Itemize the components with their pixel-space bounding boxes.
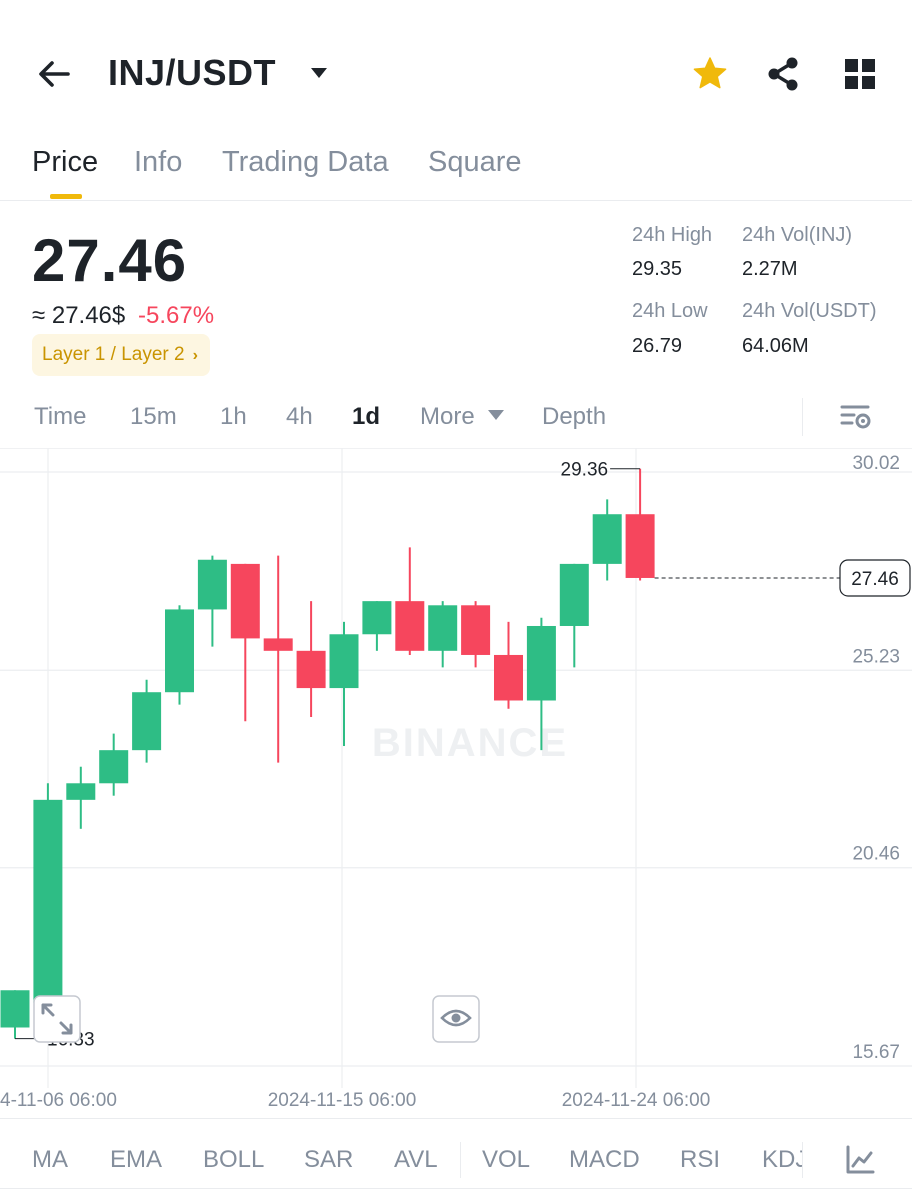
y-axis-tick-label: 15.67: [852, 1042, 900, 1063]
interval-more[interactable]: More: [420, 403, 505, 431]
eye-icon: [440, 1009, 472, 1027]
indicator-sar[interactable]: SAR: [304, 1146, 354, 1173]
divider: [0, 1188, 912, 1189]
back-arrow-icon: [39, 61, 70, 87]
candle-up[interactable]: [329, 634, 359, 689]
vol-base-24h-label: 24h Vol(INJ): [742, 224, 853, 246]
fullscreen-button[interactable]: [33, 995, 81, 1043]
last-price: 27.46: [32, 227, 188, 294]
vol-quote-24h-label: 24h Vol(USDT): [742, 300, 877, 322]
candle-up[interactable]: [165, 609, 194, 693]
candle-up[interactable]: [592, 514, 622, 564]
grid-icon[interactable]: [840, 54, 880, 94]
candle-down[interactable]: [296, 650, 326, 689]
candle-up[interactable]: [197, 559, 227, 610]
price-change-percent: -5.67%: [138, 302, 215, 329]
low-24h-value: 26.79: [632, 335, 683, 357]
interval-depth[interactable]: Depth: [542, 403, 607, 430]
candle-up[interactable]: [66, 783, 96, 800]
candle-up[interactable]: [33, 799, 63, 1003]
caret-down-icon: [488, 410, 505, 420]
pair-title[interactable]: INJ/USDT: [108, 52, 277, 93]
tab-price[interactable]: Price: [32, 146, 99, 178]
x-axis-tick-label: 4-11-06 06:00: [0, 1090, 117, 1111]
high-24h-value: 29.35: [632, 258, 683, 280]
interval-time[interactable]: Time: [34, 403, 87, 430]
candle-up[interactable]: [428, 605, 458, 651]
indicator-kdj[interactable]: KDJ: [762, 1146, 802, 1173]
visibility-toggle-button[interactable]: [432, 995, 480, 1043]
chevron-right-icon: ›: [192, 347, 198, 364]
x-axis-tick-label: 2024-11-24 06:00: [562, 1090, 711, 1111]
tab-square[interactable]: Square: [428, 146, 522, 178]
indicator-chart-icon[interactable]: [842, 1142, 878, 1178]
chart-settings-icon[interactable]: [838, 400, 876, 434]
indicator-avl[interactable]: AVL: [394, 1146, 438, 1173]
category-tag[interactable]: Layer 1 / Layer 2 ›: [32, 334, 210, 376]
interval-15m[interactable]: 15m: [130, 403, 177, 430]
x-axis-tick-label: 2024-11-15 06:00: [268, 1090, 417, 1111]
category-tag-label: Layer 1 / Layer 2: [42, 344, 185, 365]
divider: [0, 1118, 912, 1119]
candle-up[interactable]: [99, 750, 129, 784]
candlestick-chart[interactable]: BINANCE 30.02 25.23 20.46 15.67 4-11-06 06:0…: [0, 448, 912, 1118]
indicator-rsi[interactable]: RSI: [680, 1146, 721, 1173]
share-icon[interactable]: [764, 54, 804, 94]
indicator-boll[interactable]: BOLL: [203, 1146, 265, 1173]
high-24h-label: 24h High: [632, 224, 713, 246]
tab-trading-data[interactable]: Trading Data: [222, 146, 389, 178]
divider: [460, 1142, 461, 1178]
expand-icon: [41, 1003, 73, 1035]
low-24h-label: 24h Low: [632, 300, 708, 322]
candle-down[interactable]: [461, 605, 491, 655]
tab-info[interactable]: Info: [134, 146, 183, 178]
candle-up[interactable]: [526, 625, 556, 701]
vol-quote-24h-value: 64.06M: [742, 335, 809, 357]
last-price-badge-label: 27.46: [851, 569, 899, 590]
interval-1d[interactable]: 1d: [352, 403, 381, 430]
y-axis-tick-label: 20.46: [852, 844, 900, 865]
indicator-ma[interactable]: MA: [32, 1146, 68, 1173]
y-axis-tick-label: 30.02: [852, 453, 900, 474]
candle-down[interactable]: [625, 514, 655, 578]
watermark: BINANCE: [372, 721, 568, 765]
active-tab-indicator: [50, 194, 82, 199]
interval-4h[interactable]: 4h: [286, 403, 313, 430]
candle-down[interactable]: [395, 601, 425, 651]
star-icon[interactable]: [690, 54, 730, 94]
candle-up[interactable]: [362, 601, 392, 635]
candle-down[interactable]: [263, 638, 293, 651]
divider: [0, 448, 912, 449]
candle-up[interactable]: [132, 692, 162, 751]
candle-down[interactable]: [230, 563, 260, 639]
divider: [0, 200, 912, 201]
candle-up[interactable]: [559, 563, 589, 626]
interval-more-label: More: [420, 403, 475, 430]
caret-down-icon[interactable]: [310, 66, 328, 80]
usd-approx-price: ≈ 27.46$: [32, 302, 126, 329]
interval-1h[interactable]: 1h: [220, 403, 247, 430]
max-price-label: 29.36: [561, 460, 609, 481]
candle-up[interactable]: [0, 990, 30, 1028]
indicator-ema[interactable]: EMA: [110, 1146, 163, 1173]
back-button[interactable]: [34, 54, 74, 94]
divider: [802, 398, 803, 436]
candle-down[interactable]: [494, 654, 523, 701]
indicator-vol[interactable]: VOL: [482, 1146, 531, 1173]
indicator-macd[interactable]: MACD: [569, 1146, 640, 1173]
y-axis-tick-label: 25.23: [852, 646, 900, 667]
divider: [802, 1142, 803, 1178]
vol-base-24h-value: 2.27M: [742, 258, 798, 280]
last-price-badge: [839, 559, 911, 597]
